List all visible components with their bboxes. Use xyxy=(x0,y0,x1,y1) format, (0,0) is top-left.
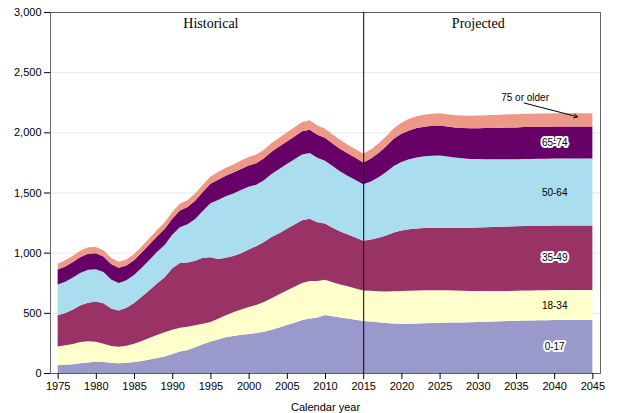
svg-text:1975: 1975 xyxy=(46,380,70,392)
svg-text:Projected: Projected xyxy=(452,16,505,31)
svg-text:50-64: 50-64 xyxy=(542,187,568,198)
svg-text:1980: 1980 xyxy=(84,380,108,392)
svg-text:2015: 2015 xyxy=(351,380,375,392)
svg-text:3,000: 3,000 xyxy=(14,6,42,18)
svg-text:2045: 2045 xyxy=(581,380,605,392)
svg-text:2,000: 2,000 xyxy=(14,126,42,138)
svg-text:1990: 1990 xyxy=(160,380,184,392)
svg-text:0-17: 0-17 xyxy=(545,341,565,352)
svg-text:2010: 2010 xyxy=(313,380,337,392)
svg-text:2040: 2040 xyxy=(542,380,566,392)
svg-text:2000: 2000 xyxy=(237,380,261,392)
svg-text:Calendar year: Calendar year xyxy=(291,401,360,413)
svg-text:Historical: Historical xyxy=(183,16,238,31)
svg-text:75 or older: 75 or older xyxy=(501,92,549,103)
svg-text:2025: 2025 xyxy=(428,380,452,392)
svg-text:1995: 1995 xyxy=(199,380,223,392)
svg-text:35-49: 35-49 xyxy=(542,252,568,263)
svg-text:0: 0 xyxy=(35,367,41,379)
svg-text:1,500: 1,500 xyxy=(14,187,42,199)
svg-text:2005: 2005 xyxy=(275,380,299,392)
svg-text:2035: 2035 xyxy=(504,380,528,392)
svg-text:2,500: 2,500 xyxy=(14,66,42,78)
svg-text:2030: 2030 xyxy=(466,380,490,392)
svg-text:1,000: 1,000 xyxy=(14,247,42,259)
svg-text:65-74: 65-74 xyxy=(542,137,568,148)
svg-text:1985: 1985 xyxy=(122,380,146,392)
svg-text:18-34: 18-34 xyxy=(542,300,568,311)
svg-text:2020: 2020 xyxy=(390,380,414,392)
svg-text:500: 500 xyxy=(23,307,41,319)
